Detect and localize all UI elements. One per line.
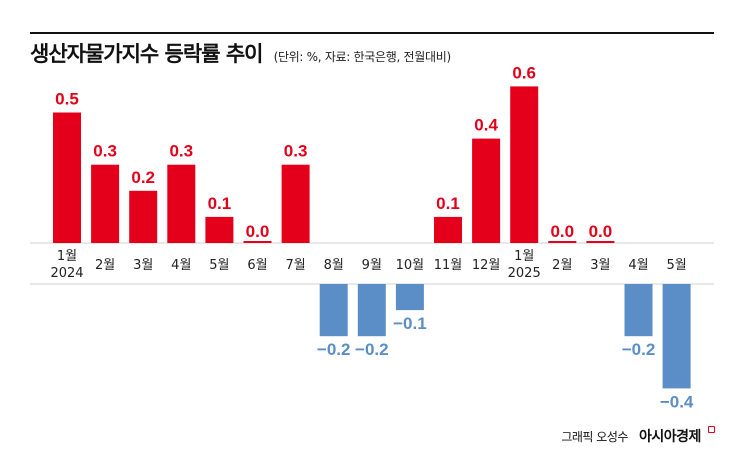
top-rule: [30, 32, 714, 34]
x-tick-label: 1월: [514, 249, 534, 264]
x-tick-label: 11월: [434, 258, 463, 273]
value-label: 0.2: [131, 168, 155, 187]
x-tick-label: 6월: [247, 258, 267, 273]
bar-negative: [395, 284, 424, 311]
x-tick-year-label: 2024: [50, 266, 83, 281]
value-label: 0.4: [474, 116, 498, 135]
axis-band: [30, 243, 714, 284]
x-tick-label: 3월: [133, 258, 153, 273]
chart-subtitle: (단위: %, 자료: 한국은행, 전월대비): [273, 50, 452, 64]
value-label: 0.0: [589, 222, 613, 241]
x-tick-label: 5월: [209, 258, 229, 273]
value-label: −0.4: [660, 392, 694, 411]
x-tick-label: 4월: [628, 258, 648, 273]
bar-positive: [472, 138, 501, 243]
x-tick-label: 10월: [396, 258, 425, 273]
bar-zero: [586, 241, 615, 243]
credit: 그래픽 오성수 아시아경제: [561, 426, 715, 446]
x-tick-label: 2월: [95, 258, 115, 273]
value-label: 0.5: [55, 90, 79, 109]
value-label: −0.1: [393, 314, 427, 333]
bar-positive: [434, 216, 462, 243]
x-tick-label: 12월: [472, 258, 501, 273]
bar-negative: [662, 284, 691, 389]
value-label: 0.0: [246, 222, 270, 241]
title-row: 생산자물가지수 등락률 추이 (단위: %, 자료: 한국은행, 전월대비): [30, 38, 451, 68]
x-tick-label: 3월: [590, 258, 610, 273]
bar-positive: [205, 216, 234, 243]
bar-zero: [548, 241, 577, 243]
bar-positive: [510, 86, 539, 244]
bar-negative: [357, 284, 386, 337]
bar-zero: [243, 241, 272, 243]
x-tick-year-label: 2025: [508, 266, 541, 281]
bar-negative: [319, 284, 348, 337]
credit-author: 그래픽 오성수: [561, 430, 628, 444]
x-tick-label: 1월: [57, 249, 77, 264]
bar-negative: [624, 284, 653, 337]
value-label: 0.3: [169, 142, 193, 161]
value-label: 0.3: [284, 142, 308, 161]
bar-positive: [91, 164, 120, 243]
x-tick-label: 7월: [285, 258, 305, 273]
value-label: −0.2: [317, 340, 351, 359]
x-tick-label: 2월: [552, 258, 572, 273]
value-label: 0.3: [93, 142, 117, 161]
x-tick-label: 8월: [324, 258, 344, 273]
bar-positive: [53, 112, 81, 243]
value-label: 0.6: [512, 63, 536, 82]
value-label: 0.1: [208, 194, 232, 213]
value-label: 0.1: [436, 194, 460, 213]
x-tick-label: 5월: [666, 258, 686, 273]
x-tick-label: 4월: [171, 258, 191, 273]
credit-brand: 아시아경제: [639, 429, 701, 445]
bar-positive: [167, 164, 196, 243]
value-label: 0.0: [550, 222, 574, 241]
bar-positive: [129, 190, 158, 243]
x-tick-label: 9월: [362, 258, 382, 273]
brand-mark-icon: [708, 426, 715, 433]
value-label: −0.2: [622, 340, 656, 359]
bar-positive: [281, 164, 310, 243]
chart-title: 생산자물가지수 등락률 추이: [30, 42, 263, 66]
value-label: −0.2: [355, 340, 389, 359]
